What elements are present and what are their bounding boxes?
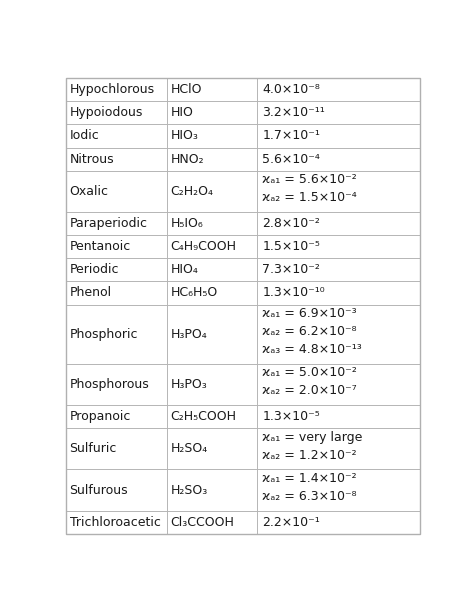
Text: ϰₐ₂ = 6.2×10⁻⁸: ϰₐ₂ = 6.2×10⁻⁸ [262,325,357,338]
Bar [167,364,257,405]
Text: ϰₐ₂ = 2.0×10⁻⁷: ϰₐ₂ = 2.0×10⁻⁷ [262,384,357,397]
Bar [66,171,167,212]
Text: Pentanoic: Pentanoic [70,240,131,253]
Bar [257,235,420,259]
Text: ϰₐ₂ = 1.2×10⁻²: ϰₐ₂ = 1.2×10⁻² [262,449,357,461]
Bar [257,171,420,212]
Text: H₃PO₃: H₃PO₃ [171,378,207,391]
Bar [66,469,167,510]
Text: HNO₂: HNO₂ [171,153,204,165]
Text: Iodic: Iodic [70,129,99,143]
Text: ϰₐ₃ = 4.8×10⁻¹³: ϰₐ₃ = 4.8×10⁻¹³ [262,343,362,356]
Bar [257,469,420,510]
Text: Propanoic: Propanoic [70,410,131,423]
Bar [66,304,167,364]
Bar [257,259,420,281]
Text: ϰₐ₁ = 5.6×10⁻²: ϰₐ₁ = 5.6×10⁻² [262,173,357,186]
Text: ϰₐ₂ = 1.5×10⁻⁴: ϰₐ₂ = 1.5×10⁻⁴ [262,191,357,204]
Bar [66,428,167,469]
Bar [257,147,420,171]
Text: 1.5×10⁻⁵: 1.5×10⁻⁵ [262,240,320,253]
Text: Phenol: Phenol [70,286,112,300]
Text: Paraperiodic: Paraperiodic [70,217,147,230]
Text: 2.8×10⁻²: 2.8×10⁻² [262,217,320,230]
Bar [167,212,257,235]
Text: C₂H₅COOH: C₂H₅COOH [171,410,237,423]
Bar [66,235,167,259]
Bar [257,304,420,364]
Bar [167,281,257,304]
Bar [167,124,257,147]
Text: Hypoiodous: Hypoiodous [70,106,143,120]
Bar [167,510,257,534]
Bar [167,469,257,510]
Text: Phosphoric: Phosphoric [70,328,138,341]
Text: HC₆H₅O: HC₆H₅O [171,286,218,300]
Bar [167,171,257,212]
Text: Cl₃CCOOH: Cl₃CCOOH [171,516,234,528]
Text: H₂SO₃: H₂SO₃ [171,484,208,496]
Bar [66,212,167,235]
Bar [257,405,420,428]
Bar [257,124,420,147]
Bar [167,259,257,281]
Bar [167,78,257,101]
Text: HIO₄: HIO₄ [171,263,198,276]
Bar [66,101,167,124]
Text: ϰₐ₁ = 6.9×10⁻³: ϰₐ₁ = 6.9×10⁻³ [262,307,357,320]
Bar [257,78,420,101]
Bar [167,428,257,469]
Bar [167,147,257,171]
Bar [167,101,257,124]
Bar [66,405,167,428]
Text: 5.6×10⁻⁴: 5.6×10⁻⁴ [262,153,320,165]
Text: 2.2×10⁻¹: 2.2×10⁻¹ [262,516,320,528]
Text: ϰₐ₁ = 5.0×10⁻²: ϰₐ₁ = 5.0×10⁻² [262,366,357,379]
Text: Sulfurous: Sulfurous [70,484,128,496]
Bar [257,101,420,124]
Text: ϰₐ₁ = 1.4×10⁻²: ϰₐ₁ = 1.4×10⁻² [262,472,357,485]
Text: 1.7×10⁻¹: 1.7×10⁻¹ [262,129,320,143]
Text: H₂SO₄: H₂SO₄ [171,442,208,455]
Text: Phosphorous: Phosphorous [70,378,149,391]
Text: HIO: HIO [171,106,193,120]
Text: ϰₐ₁ = very large: ϰₐ₁ = very large [262,431,363,443]
Bar [257,212,420,235]
Bar [257,510,420,534]
Bar [257,364,420,405]
Text: Trichloroacetic: Trichloroacetic [70,516,160,528]
Bar [167,235,257,259]
Bar [257,428,420,469]
Text: H₃PO₄: H₃PO₄ [171,328,207,341]
Bar [66,364,167,405]
Text: Periodic: Periodic [70,263,119,276]
Bar [167,405,257,428]
Text: Oxalic: Oxalic [70,185,109,198]
Text: C₄H₉COOH: C₄H₉COOH [171,240,237,253]
Text: 4.0×10⁻⁸: 4.0×10⁻⁸ [262,83,320,96]
Text: H₅IO₆: H₅IO₆ [171,217,203,230]
Bar [66,78,167,101]
Text: HClO: HClO [171,83,202,96]
Bar [257,281,420,304]
Text: 7.3×10⁻²: 7.3×10⁻² [262,263,320,276]
Text: ϰₐ₂ = 6.3×10⁻⁸: ϰₐ₂ = 6.3×10⁻⁸ [262,490,357,503]
Text: 1.3×10⁻⁵: 1.3×10⁻⁵ [262,410,320,423]
Bar [66,124,167,147]
Bar [66,510,167,534]
Bar [66,281,167,304]
Text: Nitrous: Nitrous [70,153,114,165]
Text: 3.2×10⁻¹¹: 3.2×10⁻¹¹ [262,106,325,120]
Bar [167,304,257,364]
Text: C₂H₂O₄: C₂H₂O₄ [171,185,213,198]
Text: Hypochlorous: Hypochlorous [70,83,155,96]
Bar [66,259,167,281]
Text: Sulfuric: Sulfuric [70,442,117,455]
Bar [66,147,167,171]
Text: HIO₃: HIO₃ [171,129,198,143]
Text: 1.3×10⁻¹⁰: 1.3×10⁻¹⁰ [262,286,325,300]
